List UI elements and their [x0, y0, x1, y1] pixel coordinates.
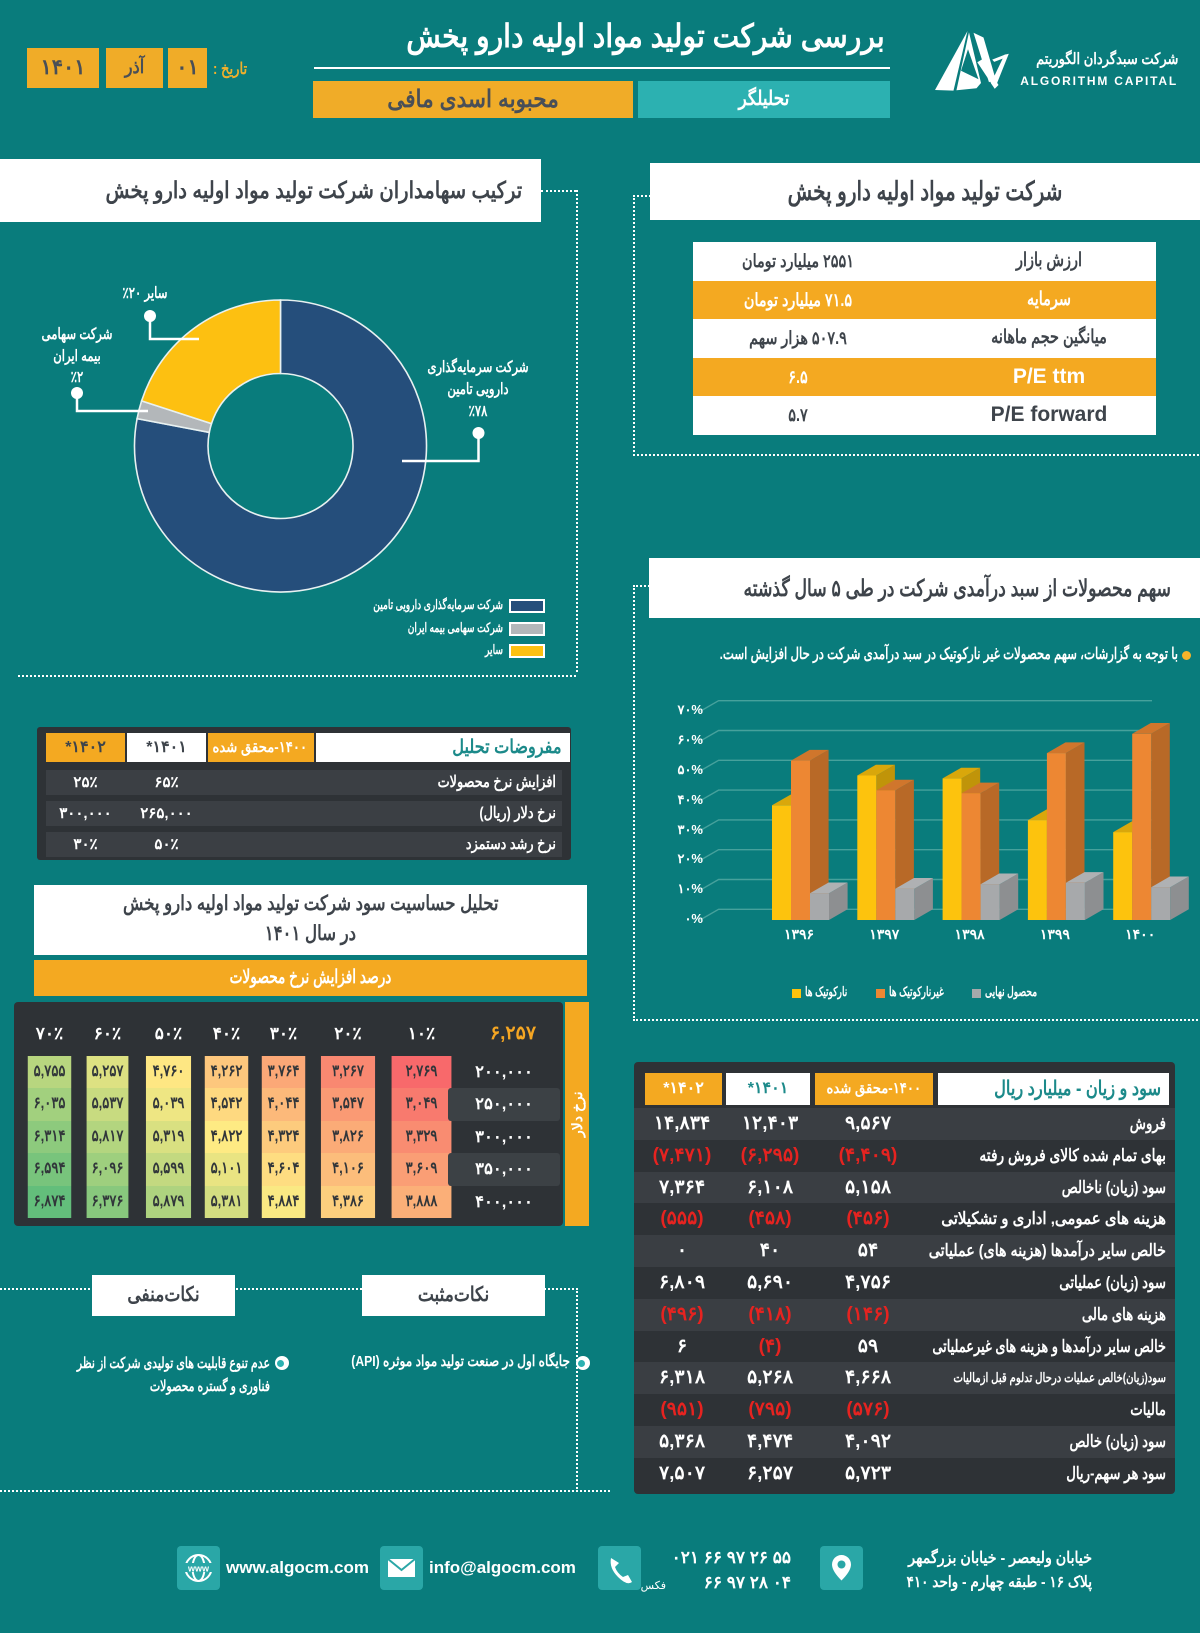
svg-text:www: www — [187, 1564, 210, 1574]
